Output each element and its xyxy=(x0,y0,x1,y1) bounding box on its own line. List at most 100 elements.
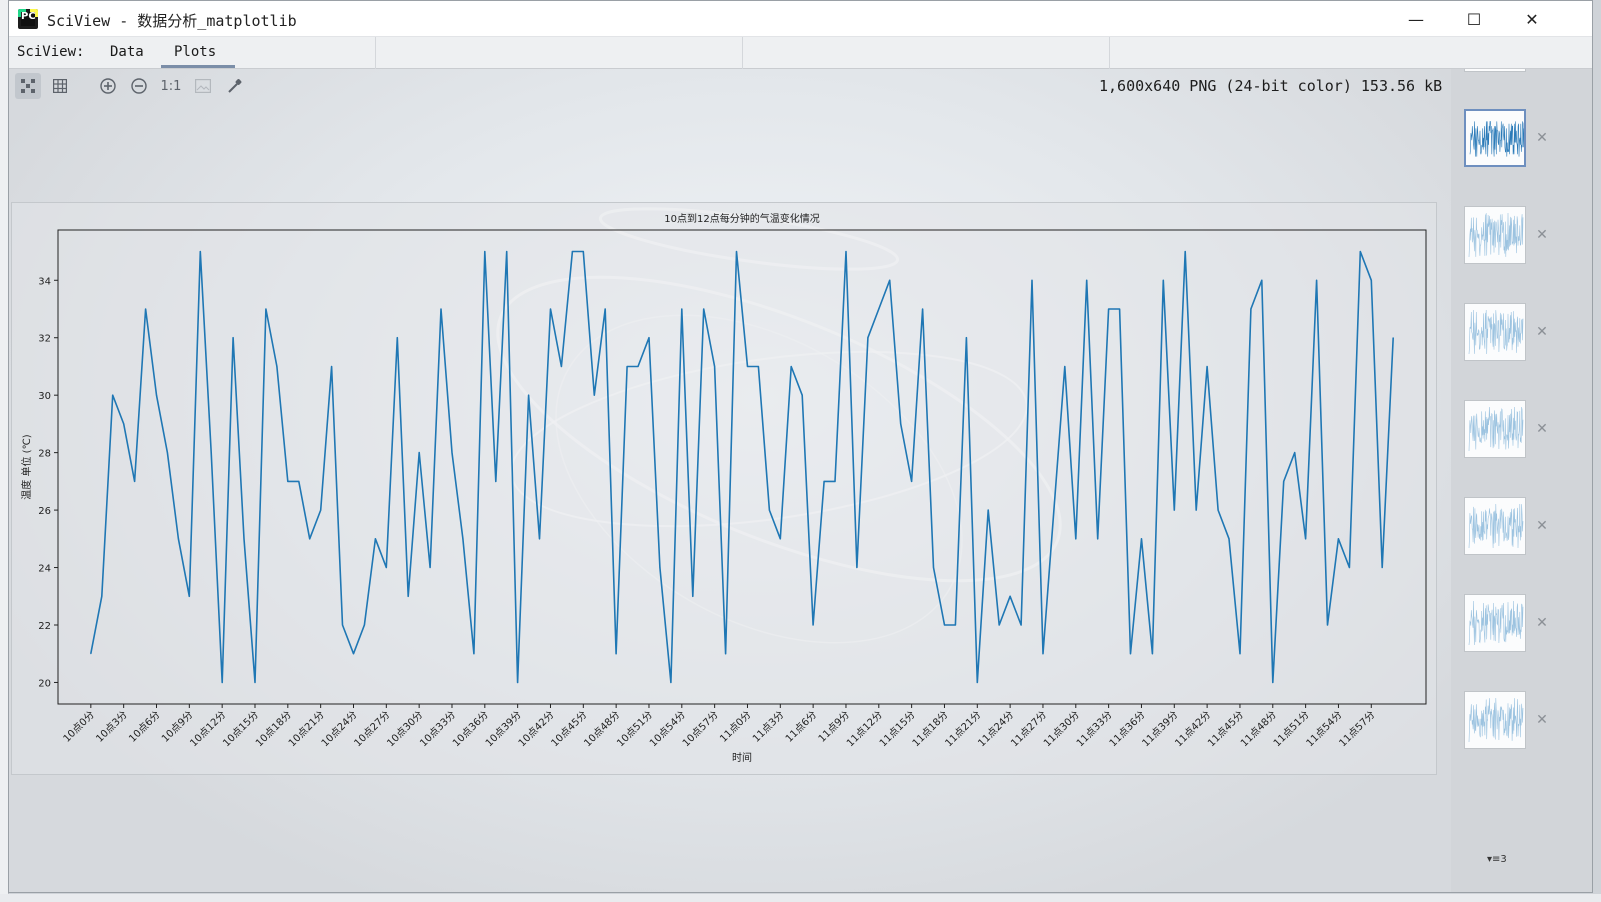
temperature-data-point xyxy=(396,337,398,339)
background-window-bottom xyxy=(0,894,1601,902)
eyedropper-icon xyxy=(228,79,242,93)
temperature-data-point xyxy=(582,251,584,253)
thumbnail-line xyxy=(1468,212,1524,258)
zoom-out-button[interactable] xyxy=(126,73,152,99)
grid-icon xyxy=(53,79,67,93)
close-thumbnail-icon[interactable]: ✕ xyxy=(1536,130,1548,146)
temperature-data-point xyxy=(1009,595,1011,597)
temperature-data-point xyxy=(145,308,147,310)
close-thumbnail-icon[interactable]: ✕ xyxy=(1536,324,1548,340)
active-tab-indicator xyxy=(161,65,235,68)
maximize-button[interactable]: ☐ xyxy=(1445,1,1503,37)
temperature-data-point xyxy=(155,394,157,396)
temperature-data-point xyxy=(757,365,759,367)
color-picker-button[interactable] xyxy=(222,73,248,99)
temperature-data-point xyxy=(1294,452,1296,454)
temperature-data-point xyxy=(845,251,847,253)
plot-thumbnail[interactable] xyxy=(1464,206,1526,264)
temperature-data-point xyxy=(856,567,858,569)
temperature-data-point xyxy=(517,681,519,683)
temperature-data-point xyxy=(1075,538,1077,540)
temperature-data-point xyxy=(429,567,431,569)
zoom-in-button[interactable] xyxy=(95,73,121,99)
temperature-data-point xyxy=(692,595,694,597)
close-icon: ✕ xyxy=(1525,9,1539,29)
temperature-data-point xyxy=(626,365,628,367)
grid-toggle-button[interactable] xyxy=(47,73,73,99)
temperature-data-point xyxy=(823,480,825,482)
y-tick-label: 30 xyxy=(38,391,51,402)
temperature-data-point xyxy=(878,308,880,310)
temperature-data-point xyxy=(1239,653,1241,655)
temperature-data-point xyxy=(265,308,267,310)
close-thumbnail-icon[interactable]: ✕ xyxy=(1536,615,1548,631)
plot-thumbnail[interactable] xyxy=(1464,497,1526,555)
tab-divider xyxy=(742,37,743,69)
thumbnail-line xyxy=(1468,309,1524,355)
temperature-data-point xyxy=(976,681,978,683)
temperature-data-point xyxy=(1042,653,1044,655)
temperature-data-point xyxy=(593,394,595,396)
temperature-data-point xyxy=(363,624,365,626)
plot-thumbnail[interactable] xyxy=(1464,303,1526,361)
temperature-data-point xyxy=(342,624,344,626)
temperature-data-point xyxy=(539,538,541,540)
thumbnail-preview xyxy=(1468,406,1524,452)
temperature-data-point xyxy=(112,394,114,396)
plot-axes-frame xyxy=(57,229,1427,705)
temperature-data-point xyxy=(954,624,956,626)
x-tick-label: 11点3分 xyxy=(750,709,786,745)
temperature-data-point xyxy=(1217,509,1219,511)
thumbnail-preview xyxy=(1468,503,1524,549)
temperature-data-point xyxy=(210,452,212,454)
plot-thumbnail[interactable] xyxy=(1464,109,1526,167)
temperature-data-point xyxy=(998,624,1000,626)
temperature-data-point xyxy=(812,624,814,626)
temperature-data-point xyxy=(889,279,891,281)
x-tick-label: 11点6分 xyxy=(783,709,819,745)
grid-dots-icon xyxy=(21,79,35,93)
thumbnail-line xyxy=(1469,121,1524,157)
plot-thumbnail[interactable] xyxy=(1464,594,1526,652)
close-thumbnail-icon[interactable]: ✕ xyxy=(1536,421,1548,437)
thumbnail-line xyxy=(1468,697,1524,743)
fit-view-button[interactable] xyxy=(15,73,41,99)
temperature-data-point xyxy=(637,365,639,367)
temperature-data-point xyxy=(900,423,902,425)
temperature-data-point xyxy=(768,509,770,511)
temperature-data-point xyxy=(528,394,530,396)
temperature-data-point xyxy=(1184,251,1186,253)
close-thumbnail-icon[interactable]: ✕ xyxy=(1536,518,1548,534)
plot-count-indicator[interactable]: ▾≡3 xyxy=(1487,854,1507,865)
temperature-data-point xyxy=(801,394,803,396)
temperature-data-point xyxy=(1272,681,1274,683)
plot-thumbnail[interactable] xyxy=(1464,400,1526,458)
temperature-data-point xyxy=(779,538,781,540)
minimize-button[interactable]: — xyxy=(1387,1,1445,37)
close-thumbnail-icon[interactable]: ✕ xyxy=(1536,227,1548,243)
plot-thumbnail[interactable] xyxy=(1464,691,1526,749)
temperature-data-point xyxy=(1064,365,1066,367)
plot-viewer: 1:1 1,600x640 PNG (24-bit color) 153.56 … xyxy=(9,69,1451,892)
temperature-data-point xyxy=(1283,480,1285,482)
y-tick-label: 34 xyxy=(38,276,51,287)
temperature-data-point xyxy=(309,538,311,540)
temperature-data-point xyxy=(736,251,738,253)
temperature-data-point xyxy=(418,452,420,454)
thumbnail-preview xyxy=(1469,121,1524,157)
close-button[interactable]: ✕ xyxy=(1503,1,1561,37)
background-toggle-button[interactable] xyxy=(190,73,216,99)
temperature-data-point xyxy=(1370,279,1372,281)
thumbnail-line xyxy=(1468,600,1524,646)
thumbnail-line xyxy=(1468,503,1524,549)
close-thumbnail-icon[interactable]: ✕ xyxy=(1536,712,1548,728)
zoom-out-icon xyxy=(131,78,147,94)
minimize-icon: — xyxy=(1408,9,1424,29)
actual-size-button[interactable]: 1:1 xyxy=(158,73,184,99)
temperature-data-point xyxy=(1086,279,1088,281)
temperature-data-point xyxy=(1162,279,1164,281)
tab-data[interactable]: Data xyxy=(110,44,144,60)
temperature-data-point xyxy=(714,365,716,367)
temperature-data-point xyxy=(374,538,376,540)
tab-plots[interactable]: Plots xyxy=(174,44,217,60)
